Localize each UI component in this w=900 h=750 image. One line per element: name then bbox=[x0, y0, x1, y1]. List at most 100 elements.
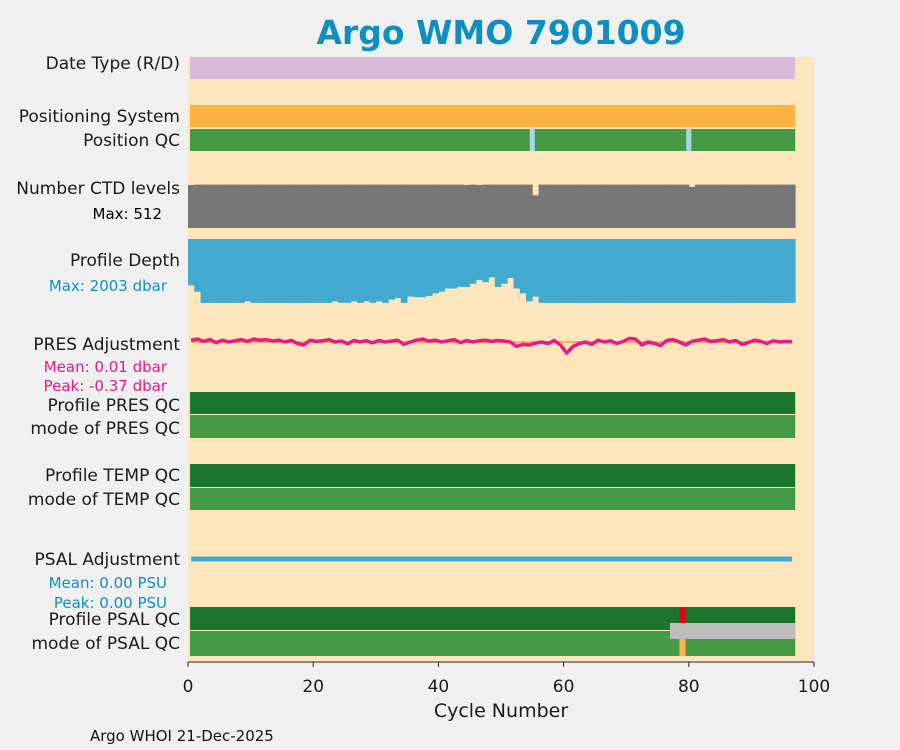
ctd-bar-3 bbox=[206, 184, 214, 228]
ctd-bar-83 bbox=[707, 184, 715, 228]
depth-bar-1 bbox=[194, 239, 201, 292]
depth-bar-13 bbox=[269, 239, 277, 303]
ctd-bar-91 bbox=[757, 184, 765, 228]
label-profile-temp-qc: Profile TEMP QC bbox=[45, 466, 180, 486]
depth-bar-84 bbox=[713, 239, 721, 303]
depth-bar-18 bbox=[300, 239, 308, 303]
depth-bar-63 bbox=[582, 239, 590, 303]
ctd-bar-61 bbox=[569, 184, 577, 228]
x-tick-label-60: 60 bbox=[553, 677, 575, 697]
depth-bar-77 bbox=[670, 239, 677, 303]
ctd-bar-30 bbox=[375, 184, 383, 228]
ctd-bar-36 bbox=[413, 184, 421, 228]
ctd-bar-42 bbox=[450, 184, 458, 228]
profile-temp-qc-bar bbox=[190, 464, 796, 487]
ctd-bar-41 bbox=[444, 184, 452, 228]
date-type-bar bbox=[190, 57, 796, 79]
depth-bar-32 bbox=[388, 239, 395, 300]
depth-bar-28 bbox=[363, 239, 370, 302]
ctd-bar-51 bbox=[507, 184, 514, 228]
ctd-bar-54 bbox=[526, 184, 533, 228]
ctd-bar-62 bbox=[576, 184, 583, 228]
chart-title: Argo WMO 7901009 bbox=[316, 13, 685, 52]
ctd-max-label: Max: 512 bbox=[93, 205, 162, 223]
ctd-bar-43 bbox=[457, 184, 464, 228]
ctd-bar-32 bbox=[388, 184, 395, 228]
ctd-bar-79 bbox=[682, 184, 690, 228]
ctd-bar-70 bbox=[626, 184, 633, 228]
depth-bar-47 bbox=[482, 239, 489, 283]
ctd-bar-95 bbox=[782, 184, 790, 228]
depth-bar-49 bbox=[494, 239, 502, 287]
depth-bar-70 bbox=[626, 239, 633, 303]
ctd-bar-96 bbox=[788, 184, 796, 228]
ctd-bar-47 bbox=[482, 184, 489, 228]
depth-bar-53 bbox=[519, 239, 527, 294]
depth-bar-78 bbox=[676, 239, 683, 303]
depth-bar-20 bbox=[313, 239, 320, 303]
ctd-bar-85 bbox=[720, 184, 727, 228]
ctd-bar-40 bbox=[438, 184, 446, 228]
ctd-bar-86 bbox=[726, 184, 734, 228]
depth-bar-12 bbox=[263, 239, 270, 303]
ctd-bar-13 bbox=[269, 184, 277, 228]
ctd-bar-60 bbox=[563, 184, 571, 228]
mode-psal-qc-flag bbox=[679, 639, 686, 656]
depth-bar-35 bbox=[407, 239, 414, 297]
depth-bar-95 bbox=[782, 239, 790, 303]
ctd-bar-71 bbox=[632, 184, 640, 228]
ctd-bar-7 bbox=[231, 184, 239, 228]
depth-bar-5 bbox=[219, 239, 226, 303]
ctd-bar-15 bbox=[281, 184, 289, 228]
x-tick-label-80: 80 bbox=[678, 677, 700, 697]
depth-bar-54 bbox=[526, 239, 533, 302]
depth-bar-92 bbox=[763, 239, 771, 303]
depth-bar-52 bbox=[513, 239, 521, 289]
ctd-bar-66 bbox=[601, 184, 608, 228]
depth-bar-30 bbox=[375, 239, 383, 302]
pres-adjustment-line bbox=[190, 336, 793, 355]
depth-bar-26 bbox=[350, 239, 358, 302]
ctd-bar-5 bbox=[219, 184, 226, 228]
ctd-bar-67 bbox=[607, 184, 615, 228]
x-tick-label-100: 100 bbox=[798, 677, 830, 697]
depth-bar-37 bbox=[419, 239, 427, 298]
depth-bar-71 bbox=[632, 239, 640, 303]
ctd-bar-48 bbox=[488, 184, 496, 228]
pres-peak-label: Peak: -0.37 dbar bbox=[44, 377, 168, 395]
depth-bar-14 bbox=[275, 239, 283, 303]
label-profile-pres-qc: Profile PRES QC bbox=[47, 396, 180, 416]
depth-bar-68 bbox=[613, 239, 621, 303]
depth-bar-3 bbox=[206, 239, 214, 303]
ctd-bar-92 bbox=[763, 184, 771, 228]
label-mode-pres-qc: mode of PRES QC bbox=[30, 419, 180, 439]
depth-bar-4 bbox=[213, 239, 220, 303]
depth-bar-8 bbox=[238, 239, 245, 303]
depth-bar-10 bbox=[250, 239, 258, 303]
depth-bar-60 bbox=[563, 239, 571, 303]
footer-credit: Argo WHOI 21-Dec-2025 bbox=[90, 727, 274, 745]
depth-bar-62 bbox=[576, 239, 583, 303]
depth-bar-81 bbox=[695, 239, 702, 303]
ctd-bar-53 bbox=[519, 184, 527, 228]
depth-bar-56 bbox=[538, 239, 546, 303]
depth-bar-66 bbox=[601, 239, 608, 303]
depth-bar-19 bbox=[306, 239, 314, 303]
depth-bar-2 bbox=[200, 239, 208, 303]
pres-mean-label: Mean: 0.01 dbar bbox=[44, 358, 168, 376]
label-profile-psal-qc: Profile PSAL QC bbox=[49, 610, 180, 630]
ctd-bar-14 bbox=[275, 184, 283, 228]
label-positioning-system: Positioning System bbox=[19, 107, 180, 127]
ctd-bar-16 bbox=[288, 184, 295, 228]
depth-bar-42 bbox=[450, 239, 458, 289]
ctd-bar-12 bbox=[263, 184, 270, 228]
depth-bar-0 bbox=[188, 239, 195, 286]
ctd-bar-93 bbox=[770, 184, 777, 228]
label-profile-depth: Profile Depth bbox=[70, 251, 180, 271]
mode-pres-qc-bar bbox=[190, 415, 796, 438]
ctd-bar-45 bbox=[469, 184, 477, 228]
ctd-bar-89 bbox=[745, 184, 752, 228]
ctd-bar-44 bbox=[463, 185, 471, 228]
depth-bar-15 bbox=[281, 239, 289, 303]
depth-bar-43 bbox=[457, 239, 464, 287]
